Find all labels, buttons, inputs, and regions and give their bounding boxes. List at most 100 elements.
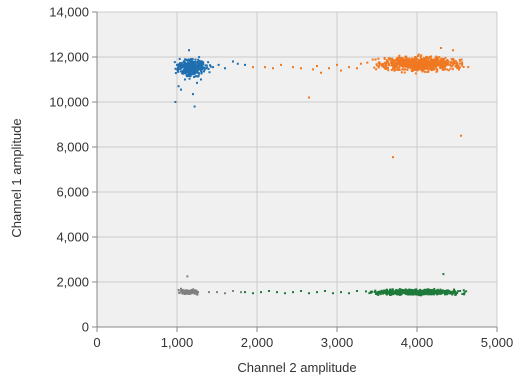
tick-labels: 0 1,000 2,000 3,000 4,000 5,000 0 2,000 4,000 6,0… <box>49 5 513 351</box>
data-point <box>187 290 190 293</box>
data-point <box>437 62 440 65</box>
data-point <box>434 60 437 63</box>
data-point <box>416 293 419 296</box>
data-point <box>190 61 193 64</box>
data-point <box>366 61 369 64</box>
data-point <box>193 71 196 74</box>
series-3 <box>244 273 468 297</box>
data-point <box>398 60 401 63</box>
data-point <box>399 293 402 296</box>
data-point <box>174 72 177 75</box>
data-point <box>379 292 382 295</box>
data-point <box>414 58 417 61</box>
x-tick-label: 2,000 <box>241 335 274 350</box>
data-point <box>442 66 445 69</box>
data-point <box>421 65 424 68</box>
data-point <box>381 291 384 294</box>
data-point <box>192 67 195 70</box>
data-point <box>192 93 194 96</box>
data-point <box>411 58 414 61</box>
data-point <box>398 66 401 69</box>
data-point <box>442 68 445 71</box>
data-point <box>192 62 195 65</box>
data-point <box>426 291 429 294</box>
data-point <box>400 292 403 295</box>
data-point <box>413 68 416 71</box>
data-point <box>427 288 430 291</box>
data-point <box>454 291 457 294</box>
data-point <box>407 59 410 62</box>
data-point <box>193 60 196 63</box>
data-point <box>390 68 393 71</box>
series-1 <box>252 47 470 159</box>
data-point <box>396 59 399 62</box>
data-point <box>284 292 286 295</box>
data-point <box>457 64 460 67</box>
data-point <box>435 60 438 63</box>
data-point <box>421 291 424 294</box>
data-point <box>424 70 427 73</box>
data-point <box>178 291 181 294</box>
data-point <box>428 61 431 64</box>
data-point <box>402 64 405 67</box>
data-point <box>442 60 445 63</box>
data-point <box>385 289 388 292</box>
data-point <box>401 68 404 71</box>
data-point <box>179 67 182 70</box>
data-point <box>447 62 450 65</box>
data-point <box>217 63 220 66</box>
data-point <box>415 67 418 70</box>
data-point <box>189 75 192 78</box>
data-point <box>438 292 441 295</box>
data-point <box>388 63 391 66</box>
data-point <box>197 62 200 65</box>
data-point <box>392 65 395 68</box>
data-point <box>457 68 460 71</box>
data-points <box>173 47 470 297</box>
data-point <box>187 65 190 68</box>
data-point <box>429 57 432 60</box>
data-point <box>411 65 414 68</box>
data-point <box>441 62 444 65</box>
data-point <box>201 68 204 71</box>
data-point <box>177 70 180 73</box>
data-point <box>292 66 294 69</box>
data-point <box>416 55 419 58</box>
data-point <box>445 64 448 67</box>
data-point <box>440 64 443 67</box>
data-point <box>428 55 431 58</box>
data-point <box>180 63 183 66</box>
data-point <box>332 292 334 295</box>
data-point <box>236 62 239 65</box>
data-point <box>452 61 455 64</box>
data-point <box>409 66 412 69</box>
data-point <box>183 63 186 66</box>
data-point <box>194 61 197 64</box>
data-point <box>424 289 427 292</box>
data-point <box>413 59 416 62</box>
data-point <box>194 67 197 70</box>
data-point <box>183 65 186 68</box>
data-point <box>392 156 394 159</box>
data-point <box>383 65 386 68</box>
data-point <box>444 56 447 59</box>
data-point <box>442 273 445 276</box>
data-point <box>196 292 199 295</box>
data-point <box>436 289 439 292</box>
data-point <box>196 60 199 63</box>
data-point <box>415 288 418 291</box>
data-point <box>414 72 417 75</box>
data-point <box>207 67 210 70</box>
data-point <box>374 289 377 292</box>
y-tick-label: 4,000 <box>56 230 89 245</box>
data-point <box>417 65 420 68</box>
data-point <box>185 70 188 73</box>
x-axis-title: Channel 2 amplitude <box>237 360 356 375</box>
data-point <box>419 65 422 68</box>
data-point <box>417 289 420 292</box>
data-point <box>417 67 420 70</box>
data-point <box>398 68 401 71</box>
data-point <box>189 73 192 76</box>
data-point <box>430 65 433 68</box>
data-point <box>198 67 201 70</box>
